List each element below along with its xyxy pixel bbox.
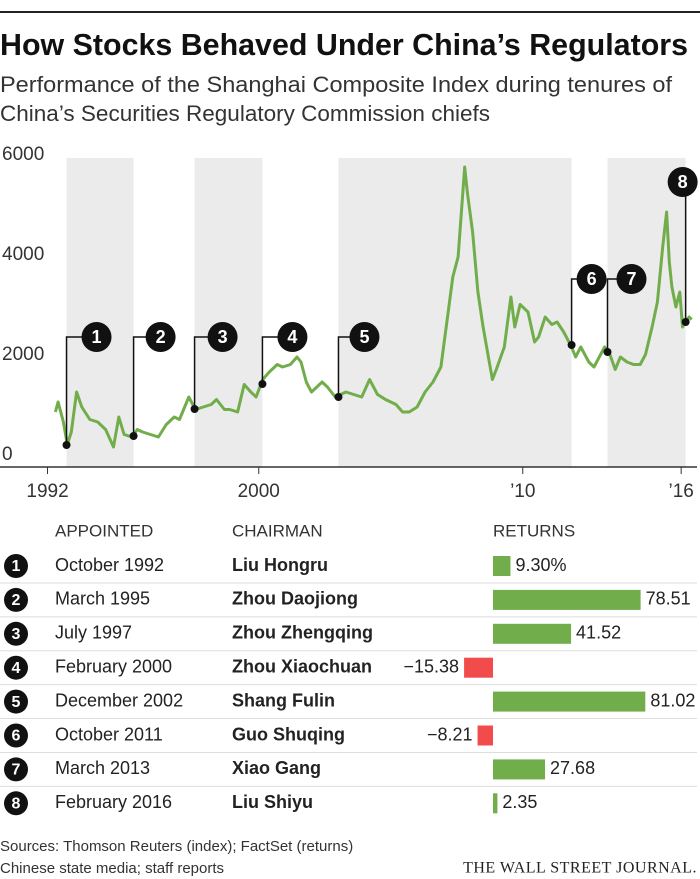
return-label: 81.02 xyxy=(650,690,695,710)
tenure-band xyxy=(194,158,263,467)
row-badge xyxy=(4,554,28,578)
event-dot xyxy=(681,318,690,326)
event-dot xyxy=(567,341,576,349)
event-badge xyxy=(207,322,238,352)
top-rule xyxy=(0,11,700,13)
returns-table: APPOINTED CHAIRMAN RETURNS 1 October 1992 Liu… xyxy=(0,521,697,816)
tenure-band xyxy=(607,158,686,467)
event-number: 1 xyxy=(92,327,102,347)
chairman-name: Xiao Gang xyxy=(232,758,321,778)
x-tick-label: 1992 xyxy=(26,481,68,502)
chairman-name: Guo Shuqing xyxy=(232,724,345,744)
x-tick-label: 2000 xyxy=(238,481,280,502)
return-label: 27.68 xyxy=(550,758,595,778)
column-header: APPOINTED xyxy=(55,521,153,540)
source: Sources: Thomson Reuters (index); FactSe… xyxy=(0,838,353,855)
event-badge xyxy=(349,322,380,352)
row-badge xyxy=(4,689,28,714)
return-bar xyxy=(493,623,572,644)
return-bar xyxy=(493,691,646,712)
row-badge xyxy=(4,655,28,680)
event-number: 8 xyxy=(678,172,688,192)
tenure-band xyxy=(338,158,572,467)
chairman-name: Liu Hongru xyxy=(232,555,328,575)
y-tick-label: 4000 xyxy=(2,244,44,265)
publisher: THE WALL STREET JOURNAL. xyxy=(463,860,697,877)
chairman-name: Zhou Daojiong xyxy=(232,589,358,609)
chairman-name: Liu Shiyu xyxy=(232,792,313,812)
event-number: 7 xyxy=(626,269,636,289)
y-tick-label: 6000 xyxy=(2,144,44,165)
event-badge xyxy=(81,322,112,352)
row-number: 7 xyxy=(12,762,21,779)
row-badge xyxy=(4,757,28,782)
leader-line xyxy=(132,336,161,436)
appointed-date: October 2011 xyxy=(55,724,163,744)
x-tick-label: ’16 xyxy=(668,481,693,502)
return-bar xyxy=(493,759,546,780)
event-number: 5 xyxy=(359,327,369,347)
event-badge xyxy=(277,322,308,352)
return-label: −15.38 xyxy=(404,656,460,676)
row-badge xyxy=(4,791,28,816)
row-number: 8 xyxy=(12,796,21,813)
return-label: −8.21 xyxy=(427,724,473,744)
appointed-date: February 2016 xyxy=(55,792,172,812)
event-badge xyxy=(616,264,647,294)
row-badge xyxy=(4,621,28,646)
event-number: 4 xyxy=(287,327,297,347)
row-number: 3 xyxy=(12,626,21,643)
row-number: 5 xyxy=(12,694,21,711)
event-dot xyxy=(258,380,267,388)
column-header: RETURNS xyxy=(493,521,575,540)
return-label: 41.52 xyxy=(576,623,621,643)
column-header: CHAIRMAN xyxy=(232,521,323,540)
row-number: 6 xyxy=(12,728,21,745)
return-bar xyxy=(477,725,493,746)
subtitle: China’s Securities Regulatory Commission… xyxy=(0,101,490,126)
row-number: 2 xyxy=(12,592,21,609)
y-tick-label: 0 xyxy=(2,444,13,465)
event-badge xyxy=(667,167,698,197)
return-bar xyxy=(493,556,511,576)
event-number: 2 xyxy=(156,327,166,347)
event-number: 3 xyxy=(218,327,228,347)
y-tick-label: 2000 xyxy=(2,344,44,365)
event-dot xyxy=(190,405,199,413)
row-badge xyxy=(4,587,28,612)
row-badge xyxy=(4,723,28,748)
appointed-date: October 1992 xyxy=(55,555,164,575)
tenure-band xyxy=(66,158,134,467)
appointed-date: December 2002 xyxy=(55,690,183,710)
event-dot xyxy=(603,348,612,356)
index-line xyxy=(53,165,693,449)
x-tick-label: ’10 xyxy=(510,481,535,502)
row-number: 4 xyxy=(12,660,21,677)
subtitle: Performance of the Shanghai Composite In… xyxy=(0,72,673,97)
event-badge xyxy=(145,322,176,352)
event-dot xyxy=(62,441,71,449)
appointed-date: July 1997 xyxy=(55,623,132,643)
appointed-date: March 2013 xyxy=(55,758,150,778)
chairman-name: Zhou Xiaochuan xyxy=(232,656,372,676)
return-label: 2.35 xyxy=(502,792,537,812)
title: How Stocks Behaved Under China’s Regulat… xyxy=(0,27,688,62)
return-bar xyxy=(464,657,493,678)
appointed-date: March 1995 xyxy=(55,589,150,609)
appointed-date: February 2000 xyxy=(55,656,172,676)
chairman-name: Shang Fulin xyxy=(232,690,335,710)
return-bar xyxy=(493,793,498,814)
event-number: 6 xyxy=(587,269,597,289)
row-number: 1 xyxy=(12,558,21,575)
return-bar xyxy=(493,589,641,610)
source: Chinese state media; staff reports xyxy=(0,860,224,877)
event-badge xyxy=(576,264,607,294)
chairman-name: Zhou Zhengqing xyxy=(232,623,373,643)
return-label: 9.30% xyxy=(515,555,566,575)
event-dot xyxy=(129,432,138,440)
return-label: 78.51 xyxy=(646,589,691,609)
line-chart: 0 2000 4000 6000 1992 2000 ’10 ’16 1 2 3 4 5 6 7 8 xyxy=(0,144,698,502)
event-dot xyxy=(334,393,343,401)
